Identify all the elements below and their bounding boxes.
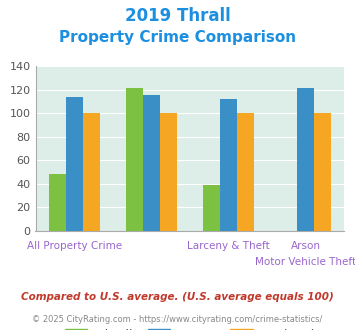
Bar bbox=[49, 175, 66, 231]
Bar bbox=[237, 113, 254, 231]
Text: © 2025 CityRating.com - https://www.cityrating.com/crime-statistics/: © 2025 CityRating.com - https://www.city… bbox=[32, 315, 323, 324]
Bar bbox=[203, 185, 220, 231]
Bar bbox=[66, 97, 83, 231]
Bar bbox=[143, 95, 160, 231]
Bar bbox=[160, 113, 177, 231]
Text: 2019 Thrall: 2019 Thrall bbox=[125, 7, 230, 25]
Bar bbox=[83, 113, 100, 231]
Text: Property Crime Comparison: Property Crime Comparison bbox=[59, 30, 296, 45]
Bar bbox=[126, 88, 143, 231]
Bar bbox=[297, 88, 314, 231]
Text: All Property Crime: All Property Crime bbox=[27, 241, 122, 251]
Text: Larceny & Theft: Larceny & Theft bbox=[187, 241, 270, 251]
Bar bbox=[314, 113, 331, 231]
Text: Compared to U.S. average. (U.S. average equals 100): Compared to U.S. average. (U.S. average … bbox=[21, 292, 334, 302]
Text: Arson: Arson bbox=[291, 241, 321, 251]
Legend: Thrall, Texas, National: Thrall, Texas, National bbox=[59, 323, 321, 330]
Bar bbox=[220, 99, 237, 231]
Text: Motor Vehicle Theft: Motor Vehicle Theft bbox=[255, 257, 355, 267]
